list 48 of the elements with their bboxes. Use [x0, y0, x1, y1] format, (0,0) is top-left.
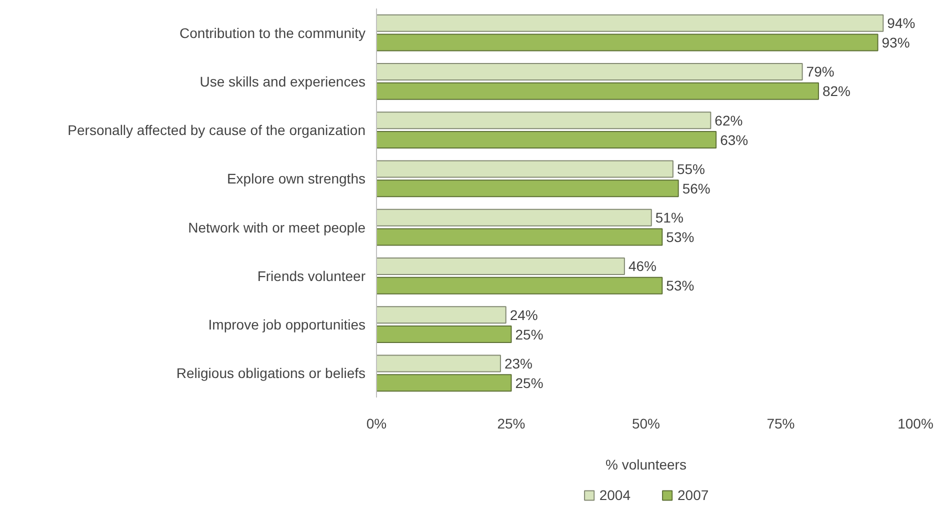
bar: [376, 208, 652, 226]
data-label: 53%: [666, 229, 694, 246]
data-label: 55%: [676, 160, 705, 177]
data-label: 46%: [628, 258, 656, 274]
data-label: 62%: [714, 112, 743, 128]
data-label: 23%: [504, 355, 532, 372]
data-label: 56%: [682, 180, 710, 196]
data-label: 51%: [655, 210, 684, 226]
y-tick-label: Explore own strengths: [226, 170, 366, 187]
data-label: 25%: [515, 374, 544, 391]
data-label: 25%: [515, 326, 544, 342]
data-label: 79%: [806, 64, 834, 80]
bar: [376, 34, 878, 52]
y-tick-label: Improve job opportunities: [208, 316, 366, 333]
y-tick-label: Friends volunteer: [257, 268, 366, 284]
y-tick-label: Use skills and experiences: [200, 73, 366, 90]
y-tick-label: Contribution to the community: [180, 24, 366, 41]
bar: [376, 354, 501, 372]
bar: [376, 131, 717, 149]
data-label: 63%: [720, 132, 748, 148]
bar: [376, 228, 663, 246]
x-tick-label: 0%: [366, 416, 387, 432]
x-tick-label: 25%: [497, 416, 526, 432]
legend-label: 2007: [678, 487, 709, 503]
bar: [376, 180, 679, 198]
x-tick-label: 75%: [766, 416, 795, 432]
bar: [376, 82, 819, 100]
legend-label: 2004: [599, 487, 630, 503]
data-label: 24%: [510, 306, 538, 323]
data-label: 94%: [887, 15, 916, 32]
bar: [376, 160, 674, 178]
y-tick-label: Religious obligations or beliefs: [176, 365, 366, 382]
bar: [376, 14, 884, 32]
bar: [376, 257, 625, 275]
bar: [376, 62, 803, 80]
x-tick-label: 50%: [632, 416, 660, 432]
x-axis-title: % volunteers: [606, 456, 686, 472]
y-tick-label: Personally affected by cause of the organization: [68, 122, 366, 138]
bar: [376, 112, 712, 130]
x-tick-label: 100%: [898, 416, 934, 432]
bar: [376, 326, 512, 344]
bar: [376, 374, 512, 392]
data-label: 53%: [666, 278, 694, 294]
data-label: 82%: [822, 83, 851, 100]
data-label: 93%: [882, 34, 910, 51]
bar: [376, 276, 663, 294]
bar: [376, 306, 506, 324]
y-tick-label: Network with or meet people: [188, 219, 366, 236]
